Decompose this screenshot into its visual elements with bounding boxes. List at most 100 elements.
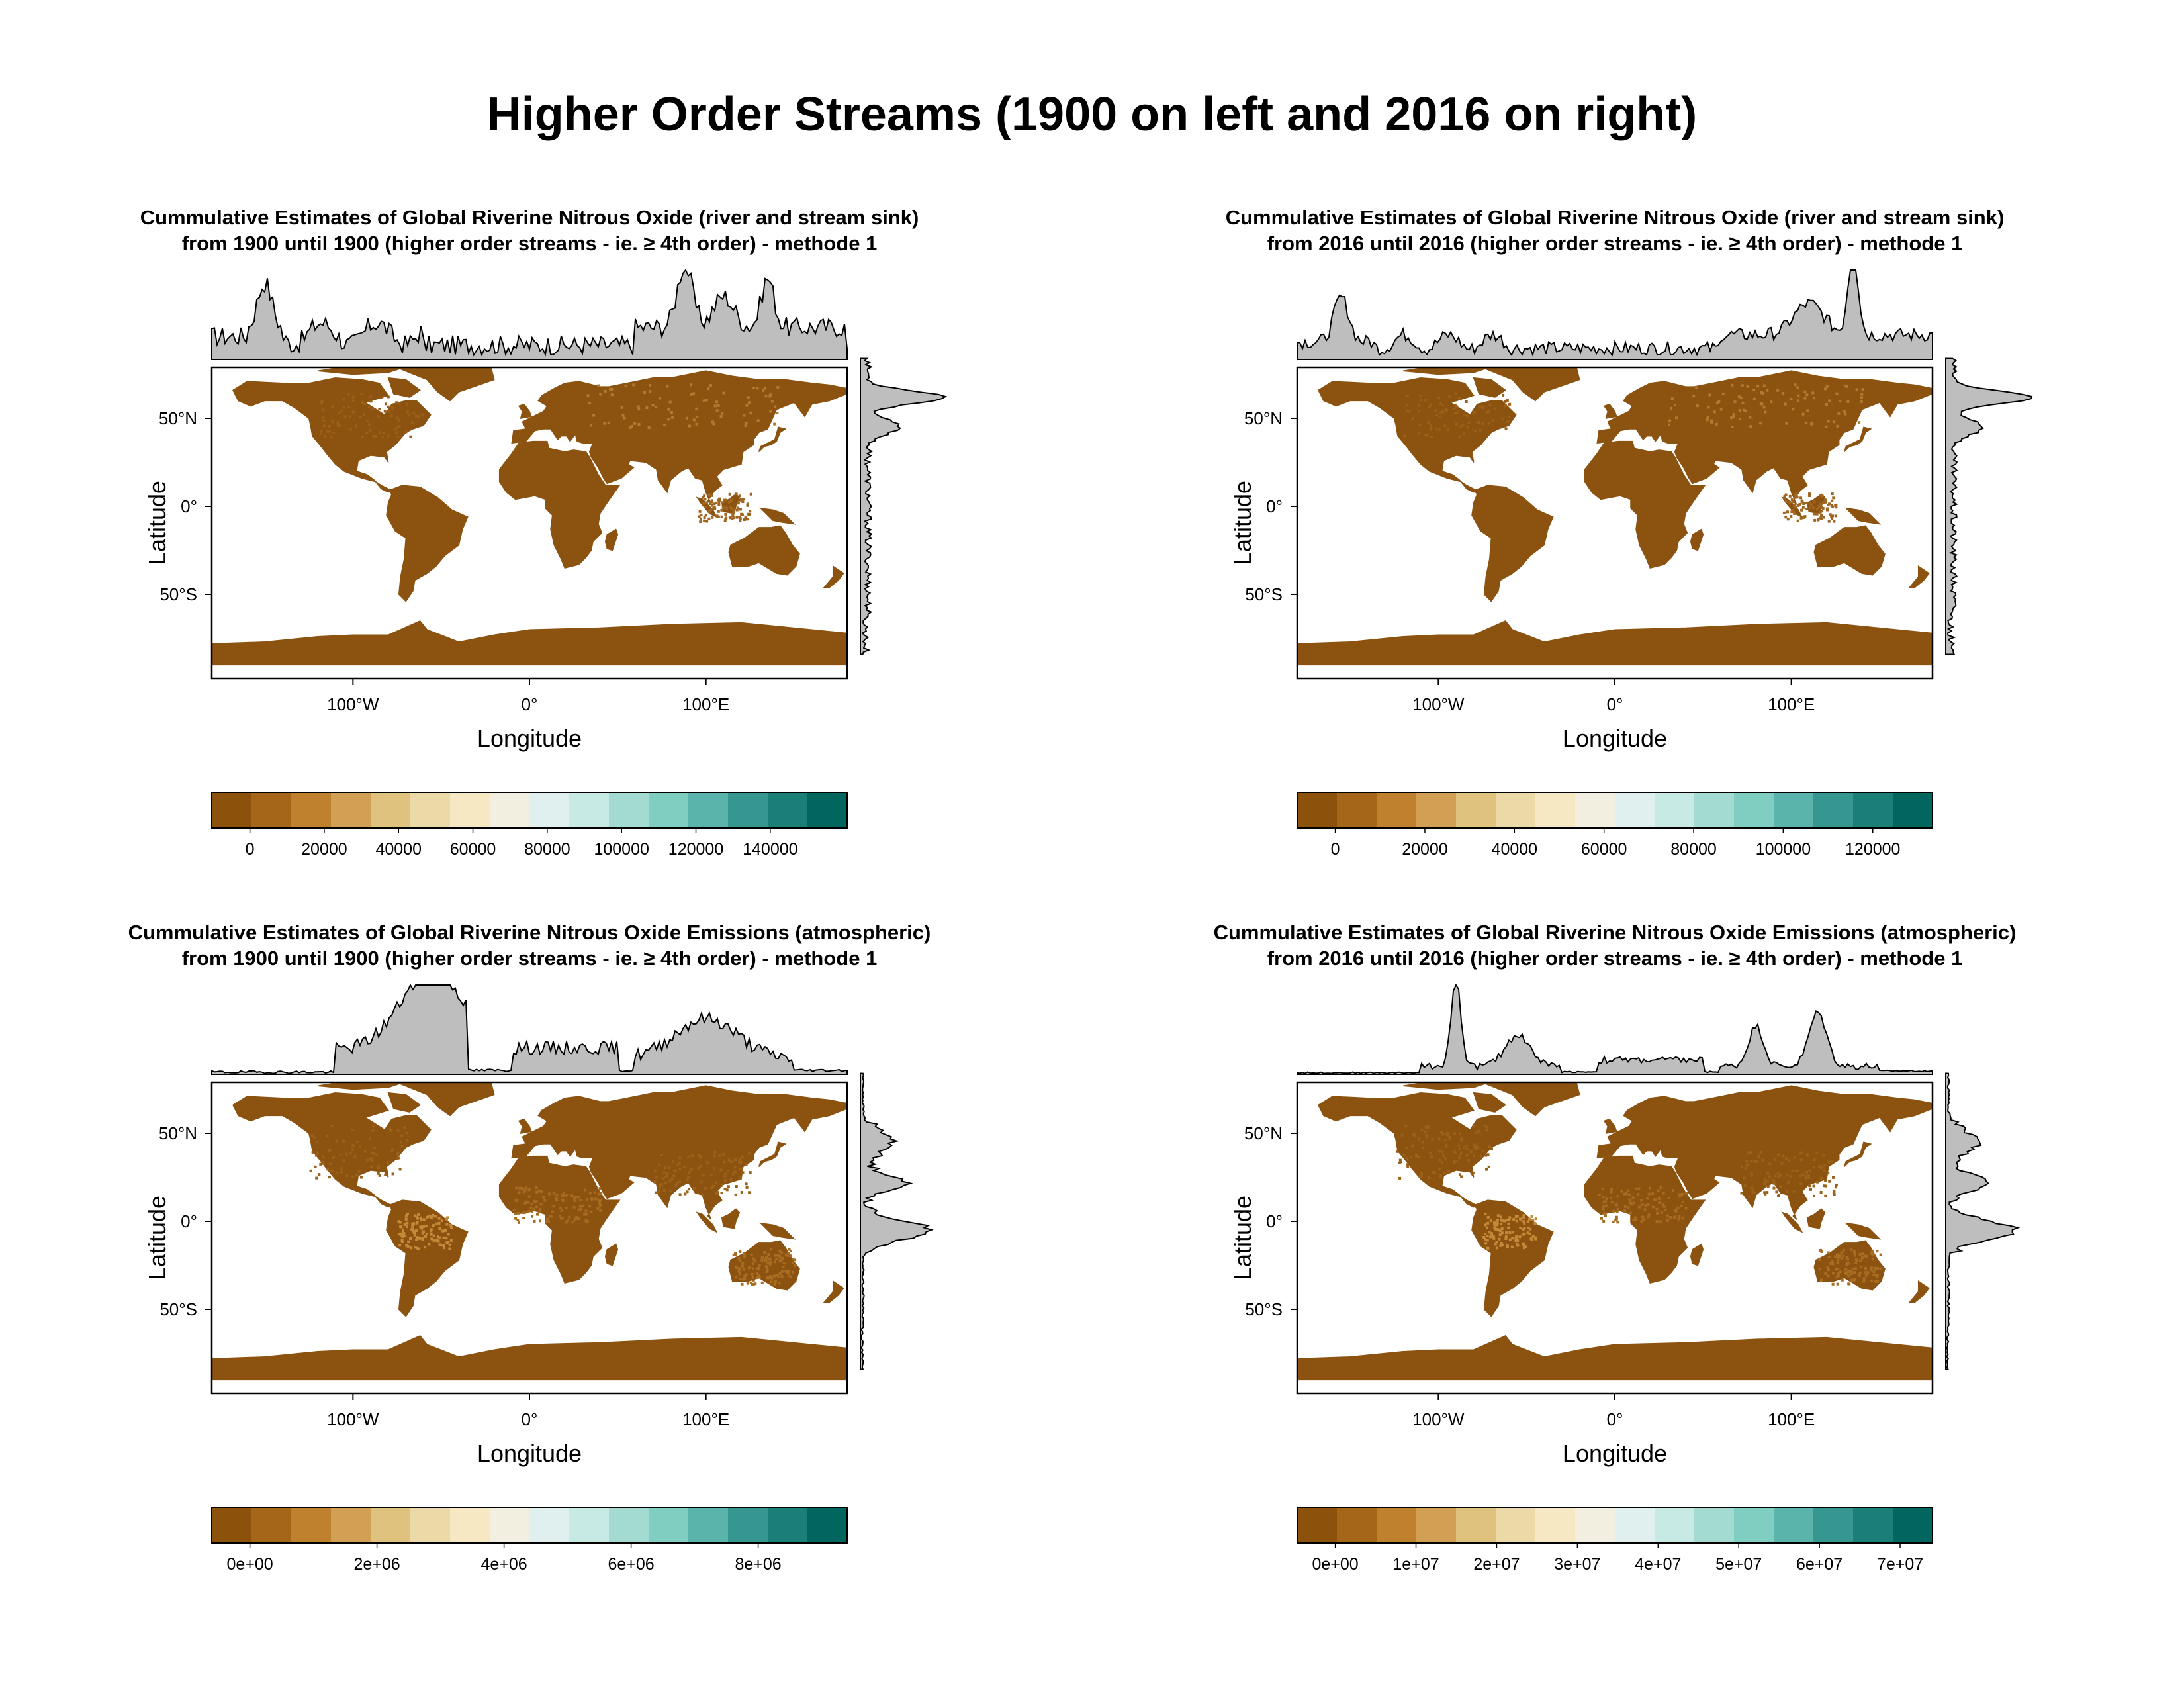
lon-tick-label: 0° bbox=[522, 694, 538, 714]
legend-tick-label: 140000 bbox=[743, 840, 797, 859]
land-eurasia bbox=[1596, 1085, 1933, 1220]
land-baffin bbox=[387, 377, 422, 398]
map-land bbox=[1297, 367, 1933, 666]
land-arctic-islands bbox=[1402, 367, 1491, 375]
legend-swatch bbox=[331, 792, 371, 828]
map-plot: 100°W 0° 100°E 50°N 0° 50°S Longitude Latitude 0… bbox=[144, 983, 934, 1573]
legend-swatch bbox=[1575, 792, 1615, 828]
legend-swatch bbox=[331, 1507, 371, 1543]
panel-title-line1: Cummulative Estimates of Global Riverine… bbox=[128, 921, 931, 944]
panel-title-line1: Cummulative Estimates of Global Riverine… bbox=[140, 206, 919, 229]
lat-tick-label: 50°S bbox=[159, 1299, 197, 1319]
legend-tick-label: 4e+06 bbox=[480, 1555, 527, 1573]
legend-swatch bbox=[1813, 1507, 1854, 1543]
legend-swatch bbox=[688, 1507, 729, 1543]
panel-title: Cummulative Estimates of Global Riverine… bbox=[1178, 205, 2052, 256]
land-australia bbox=[1813, 525, 1886, 576]
land-new-guinea bbox=[759, 507, 796, 525]
legend-swatch bbox=[1496, 792, 1536, 828]
lon-tick-label: 100°E bbox=[1768, 1409, 1815, 1429]
legend-tick-label: 0 bbox=[246, 840, 255, 859]
map-texture bbox=[1403, 383, 1864, 523]
legend-swatch bbox=[1416, 792, 1457, 828]
legend-tick-label: 4e+07 bbox=[1635, 1555, 1681, 1573]
legend-swatch bbox=[450, 792, 490, 828]
legend-tick-label: 0e+00 bbox=[226, 1555, 273, 1573]
legend-swatch bbox=[1893, 792, 1933, 828]
legend-tick-label: 1e+07 bbox=[1392, 1555, 1439, 1573]
legend-swatch bbox=[728, 1507, 768, 1543]
lon-tick-label: 0° bbox=[1607, 694, 1623, 714]
land-greenland bbox=[399, 1082, 495, 1117]
land-arctic-islands bbox=[1402, 1082, 1491, 1090]
land-arctic-islands bbox=[317, 1082, 406, 1090]
legend-swatch bbox=[1734, 1507, 1774, 1543]
panel-emissions-1900: Cummulative Estimates of Global Riverine… bbox=[93, 917, 966, 1579]
land-greenland bbox=[399, 367, 495, 402]
legend-swatch bbox=[1496, 1507, 1536, 1543]
legend-swatch bbox=[649, 1507, 689, 1543]
land-arctic-islands bbox=[317, 367, 406, 375]
panel-sink-2016: Cummulative Estimates of Global Riverine… bbox=[1178, 202, 2052, 864]
land-sumatra bbox=[1781, 1211, 1803, 1233]
legend-frame bbox=[1297, 792, 1933, 829]
land-south-america bbox=[1471, 1199, 1554, 1317]
lon-tick-label: 100°W bbox=[327, 694, 379, 714]
legend-swatch bbox=[1337, 1507, 1377, 1543]
map-texture bbox=[1396, 1125, 1882, 1286]
legend-swatch bbox=[1297, 1507, 1338, 1543]
land-new-guinea bbox=[759, 1222, 796, 1240]
land-borneo bbox=[721, 1208, 741, 1229]
legend-tick-label: 100000 bbox=[594, 840, 649, 859]
legend-frame bbox=[211, 792, 848, 829]
top-marginal-density bbox=[211, 269, 848, 360]
panel-title-line2: from 2016 until 2016 (higher order strea… bbox=[1267, 232, 1963, 255]
map-plot: 100°W 0° 100°E 50°N 0° 50°S Longitude Latitude 0… bbox=[1229, 983, 2021, 1573]
legend-swatch bbox=[1535, 1507, 1576, 1543]
land-baffin bbox=[387, 1092, 422, 1113]
lat-tick-label: 50°N bbox=[159, 408, 197, 428]
lon-tick-label: 100°W bbox=[327, 1409, 379, 1429]
legend-tick-label: 7e+07 bbox=[1877, 1555, 1923, 1573]
legend-swatch bbox=[251, 1507, 292, 1543]
land-new-zealand bbox=[823, 565, 844, 588]
legend-swatch bbox=[1416, 1507, 1457, 1543]
legend-frame bbox=[1297, 1507, 1933, 1544]
legend-swatch bbox=[212, 1507, 252, 1543]
land-greenland bbox=[1484, 1082, 1580, 1117]
right-marginal-density bbox=[1945, 357, 2033, 655]
legend-swatch bbox=[1694, 792, 1735, 828]
land-australia bbox=[728, 1240, 800, 1291]
land-new-guinea bbox=[1844, 1222, 1882, 1240]
land-japan bbox=[1843, 426, 1872, 453]
lat-tick-label: 0° bbox=[181, 1211, 197, 1231]
y-axis-label: Latitude bbox=[1229, 481, 1256, 565]
legend-swatch bbox=[1893, 1507, 1933, 1543]
legend-tick-label: 5e+07 bbox=[1715, 1555, 1762, 1573]
lat-tick-label: 0° bbox=[1266, 496, 1283, 516]
land-south-america bbox=[1471, 485, 1554, 602]
legend-tick-label: 60000 bbox=[1581, 840, 1627, 859]
panel-sink-1900: Cummulative Estimates of Global Riverine… bbox=[93, 202, 966, 864]
legend-swatch bbox=[490, 1507, 530, 1543]
lon-tick-label: 100°W bbox=[1412, 694, 1465, 714]
map-texture bbox=[309, 1124, 797, 1286]
legend-tick-label: 20000 bbox=[301, 840, 347, 859]
legend-swatch bbox=[728, 792, 768, 828]
legend-tick-label: 2e+06 bbox=[353, 1555, 400, 1573]
lon-tick-label: 0° bbox=[1607, 1409, 1623, 1429]
right-marginal-density bbox=[1945, 1072, 2021, 1370]
legend-tick-label: 120000 bbox=[668, 840, 723, 859]
legend-swatch bbox=[410, 1507, 451, 1543]
lon-tick-label: 100°E bbox=[682, 1409, 729, 1429]
lon-tick-label: 100°E bbox=[1768, 694, 1815, 714]
legend-swatch bbox=[1337, 792, 1377, 828]
color-legend: 0 20000 40000 60000 80000 100000 120000 bbox=[1297, 792, 1933, 859]
lat-tick-label: 50°N bbox=[159, 1123, 197, 1143]
land-sumatra bbox=[696, 1211, 718, 1233]
land-africa bbox=[1584, 440, 1706, 569]
land-north-america bbox=[232, 1092, 432, 1208]
land-greenland bbox=[1484, 367, 1580, 402]
land-south-america bbox=[386, 1199, 469, 1317]
y-axis-label: Latitude bbox=[144, 1196, 171, 1280]
